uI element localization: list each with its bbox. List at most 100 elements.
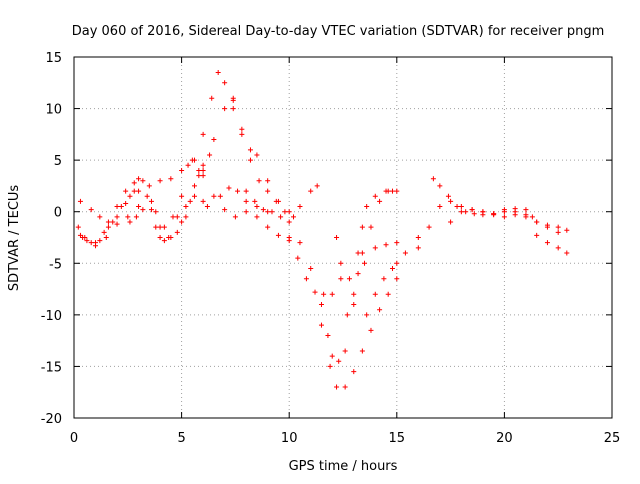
data-point bbox=[555, 245, 561, 251]
data-point bbox=[359, 224, 365, 230]
data-point bbox=[454, 204, 460, 210]
data-point bbox=[222, 106, 228, 112]
data-point bbox=[136, 176, 142, 182]
data-series bbox=[286, 188, 400, 364]
data-point bbox=[265, 209, 271, 215]
data-point bbox=[381, 276, 387, 282]
data-point bbox=[168, 235, 174, 240]
data-point bbox=[157, 224, 163, 230]
data-point bbox=[377, 198, 383, 204]
data-point bbox=[355, 271, 361, 277]
data-series bbox=[77, 219, 116, 246]
data-point bbox=[157, 178, 163, 184]
data-point bbox=[77, 232, 83, 238]
data-series bbox=[346, 188, 395, 282]
data-point bbox=[189, 157, 195, 163]
data-point bbox=[192, 193, 198, 199]
data-series bbox=[118, 157, 271, 230]
data-point bbox=[377, 307, 383, 313]
data-point bbox=[123, 188, 129, 194]
data-point bbox=[325, 332, 331, 338]
data-point bbox=[534, 219, 540, 225]
data-point bbox=[211, 137, 217, 143]
data-point bbox=[161, 224, 167, 230]
data-point bbox=[394, 188, 400, 194]
y-axis-label: SDTVAR / TECUs bbox=[7, 185, 22, 292]
data-point bbox=[265, 224, 271, 230]
data-series bbox=[80, 95, 236, 246]
data-point bbox=[232, 214, 238, 220]
data-point bbox=[364, 312, 370, 318]
data-series bbox=[448, 207, 561, 235]
data-point bbox=[303, 276, 309, 282]
data-point bbox=[230, 97, 236, 103]
data-point bbox=[491, 212, 497, 218]
data-point bbox=[336, 358, 342, 364]
data-point bbox=[512, 209, 518, 215]
data-point bbox=[187, 198, 193, 204]
data-series bbox=[243, 188, 344, 297]
data-point bbox=[144, 193, 150, 199]
data-point bbox=[402, 250, 408, 256]
data-point bbox=[318, 322, 324, 328]
data-point bbox=[351, 291, 357, 297]
data-point bbox=[179, 193, 185, 199]
data-point bbox=[338, 260, 344, 266]
data-point bbox=[355, 250, 361, 256]
data-point bbox=[153, 209, 159, 215]
data-point bbox=[200, 167, 206, 173]
data-point bbox=[192, 183, 198, 189]
data-point bbox=[385, 291, 391, 297]
data-point bbox=[269, 209, 275, 215]
data-layer bbox=[75, 69, 570, 390]
data-point bbox=[329, 353, 335, 359]
data-point bbox=[372, 291, 378, 297]
data-point bbox=[564, 227, 570, 233]
grid bbox=[74, 57, 612, 418]
data-point bbox=[383, 242, 389, 248]
data-point bbox=[426, 224, 432, 230]
x-tick-label: 5 bbox=[177, 431, 185, 446]
data-point bbox=[243, 188, 249, 194]
data-point bbox=[200, 198, 206, 204]
data-point bbox=[544, 240, 550, 246]
data-point bbox=[415, 245, 421, 251]
data-series bbox=[534, 232, 570, 256]
data-point bbox=[185, 162, 191, 168]
data-point bbox=[448, 219, 454, 225]
data-point bbox=[174, 214, 180, 220]
data-point bbox=[114, 221, 120, 227]
data-point bbox=[200, 173, 206, 179]
data-point bbox=[327, 363, 333, 369]
data-point bbox=[247, 157, 253, 163]
data-point bbox=[105, 224, 111, 230]
data-point bbox=[312, 289, 318, 295]
data-point bbox=[564, 250, 570, 256]
data-point bbox=[133, 214, 139, 220]
data-point bbox=[501, 214, 507, 220]
x-tick-label: 15 bbox=[389, 431, 406, 446]
data-series bbox=[127, 69, 297, 244]
data-point bbox=[239, 131, 245, 137]
data-point bbox=[458, 209, 464, 215]
data-point bbox=[351, 369, 357, 375]
data-point bbox=[278, 214, 284, 220]
data-point bbox=[260, 207, 266, 213]
data-point bbox=[88, 240, 94, 246]
x-tick-label: 10 bbox=[281, 431, 298, 446]
data-point bbox=[179, 219, 185, 225]
data-point bbox=[368, 327, 374, 333]
data-point bbox=[114, 204, 120, 210]
data-point bbox=[125, 214, 131, 220]
data-point bbox=[230, 106, 236, 112]
data-point bbox=[148, 207, 154, 213]
data-point bbox=[286, 219, 292, 225]
data-point bbox=[314, 183, 320, 189]
data-point bbox=[247, 147, 253, 153]
data-point bbox=[329, 291, 335, 297]
data-point bbox=[544, 224, 550, 230]
data-point bbox=[308, 265, 314, 271]
data-point bbox=[168, 176, 174, 182]
data-point bbox=[110, 219, 116, 225]
